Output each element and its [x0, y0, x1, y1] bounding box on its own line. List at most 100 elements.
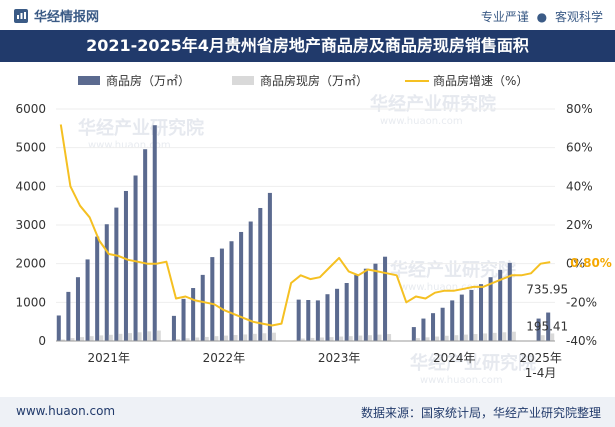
dot-icon: ●: [536, 10, 548, 24]
bar-sales-area: [478, 284, 484, 341]
chart: 华经产业研究院www.huaon.com华经产业研究院www.huaon.com…: [15, 73, 611, 386]
brand-logo-icon: [14, 8, 28, 23]
y-right-tick-label: 80%: [566, 102, 593, 116]
bar-sales-area: [219, 248, 224, 341]
bar-sales-area: [488, 277, 493, 341]
bar-existing-area: [425, 337, 430, 341]
x-tick-label: 1-4月: [525, 366, 557, 380]
chart-title: 2021-2025年4月贵州省房地产商品房及商品房现房销售面积: [86, 36, 529, 55]
bar-existing-area: [319, 337, 324, 341]
bar-existing-area: [415, 338, 420, 341]
bar-sales-area: [459, 294, 464, 341]
bar-sales-area: [335, 288, 340, 341]
brand: 华经情报网: [14, 6, 99, 25]
bar-existing-area: [118, 333, 123, 341]
bar-existing-area: [511, 331, 516, 341]
growth-rate-line: [59, 124, 551, 327]
bar-existing-area: [137, 332, 142, 341]
title-bar: 2021-2025年4月贵州省房地产商品房及商品房现房销售面积: [0, 30, 615, 62]
bar-existing-area: [214, 336, 219, 341]
bar-existing-area: [473, 334, 478, 341]
bar-existing-area: [271, 332, 276, 341]
bar-sales-area: [469, 289, 474, 341]
bar-sales-area: [306, 300, 311, 341]
legend: 商品房（万㎡） 商品房现房（万㎡） 商品房增速（%）: [78, 73, 528, 88]
y-right-tick-label: -40%: [566, 334, 597, 348]
bar-existing-area: [262, 333, 267, 341]
bar-existing-area: [108, 334, 113, 341]
bar-existing-area: [358, 335, 363, 341]
bar-sales-area: [210, 257, 215, 341]
bar-sales-area: [114, 207, 119, 341]
bar-existing-area: [243, 334, 248, 341]
y-right-tick-label: 40%: [566, 179, 593, 193]
x-tick-label: 2023年: [318, 351, 361, 365]
growth-line: [59, 124, 551, 327]
watermark-url: www.huaon.com: [88, 140, 171, 151]
x-tick-label: 2024年: [433, 351, 476, 365]
legend-label: 商品房现房（万㎡）: [260, 73, 368, 88]
footer: www.huaon.com 数据来源：国家统计局，华经产业研究院整理: [0, 397, 615, 427]
y-left-tick-label: 1000: [15, 295, 46, 309]
bar-existing-area: [252, 333, 257, 341]
bar-existing-area: [540, 335, 545, 341]
y-right-tick-label: 20%: [566, 218, 593, 232]
bar-sales-area: [133, 175, 138, 341]
bar-existing-area: [483, 333, 488, 341]
bar-sales-area: [344, 283, 349, 341]
bar-sales-area: [75, 277, 80, 341]
bars: [56, 125, 555, 341]
bar-existing-area: [444, 335, 449, 341]
bar-sales-area: [507, 262, 512, 341]
data-source: 数据来源：国家统计局，华经产业研究院整理: [360, 406, 601, 420]
y-left-tick-label: 0: [38, 334, 46, 348]
bar-sales-area: [181, 298, 186, 341]
bar-existing-area: [329, 337, 334, 341]
bar-existing-area: [463, 334, 468, 341]
bar-sales-area: [171, 315, 176, 341]
top-bar: 华经情报网 专业严谨 ● 客观科学: [0, 0, 615, 30]
bar-sales-area: [354, 274, 359, 341]
data-label: 195.41: [526, 319, 568, 333]
legend-label: 商品房（万㎡）: [106, 73, 190, 88]
bar-existing-area: [195, 337, 200, 341]
bar-sales-area: [95, 236, 100, 341]
y-right-tick-label: 0%: [566, 257, 585, 271]
axes: 0 1000 2000 3000 4000 5000 6000 -40% -20% 0% 20% 40…: [15, 102, 597, 380]
bar-sales-area: [200, 274, 205, 341]
bar-sales-area: [363, 268, 368, 341]
x-tick-label: 2021年: [88, 351, 131, 365]
bar-existing-area: [348, 336, 353, 341]
tagline-left: 专业严谨: [480, 10, 529, 24]
bar-sales-area: [56, 315, 61, 341]
bar-sales-area: [85, 259, 90, 341]
watermark-url: www.huaon.com: [400, 282, 483, 293]
bar-sales-area: [450, 300, 455, 341]
y-left-tick-label: 3000: [15, 218, 46, 232]
data-label: 735.95: [526, 283, 568, 297]
bar-existing-area: [310, 337, 315, 341]
bar-existing-area: [492, 332, 497, 341]
bar-sales-area: [498, 269, 503, 341]
y-left-tick-label: 5000: [15, 141, 46, 155]
watermark-url: www.huaon.com: [420, 375, 503, 386]
bar-existing-area: [502, 332, 507, 341]
bar-sales-area: [383, 256, 388, 341]
bar-existing-area: [147, 331, 152, 341]
bar-existing-area: [99, 335, 104, 341]
bar-sales-area: [66, 291, 71, 341]
bar-sales-area: [440, 307, 445, 341]
bar-sales-area: [258, 207, 263, 341]
y-left-tick-label: 4000: [15, 179, 46, 193]
watermark-text: 华经产业研究院: [390, 259, 516, 281]
bar-existing-area: [454, 335, 459, 341]
y-right-tick-label: 60%: [566, 141, 593, 155]
bar-existing-area: [60, 339, 65, 341]
bar-sales-area: [315, 300, 320, 341]
tagline: 专业严谨 ● 客观科学: [481, 8, 603, 25]
bar-sales-area: [143, 149, 148, 341]
bar-existing-area: [550, 333, 555, 341]
bar-sales-area: [248, 221, 253, 341]
site-url: www.huaon.com: [16, 404, 116, 418]
